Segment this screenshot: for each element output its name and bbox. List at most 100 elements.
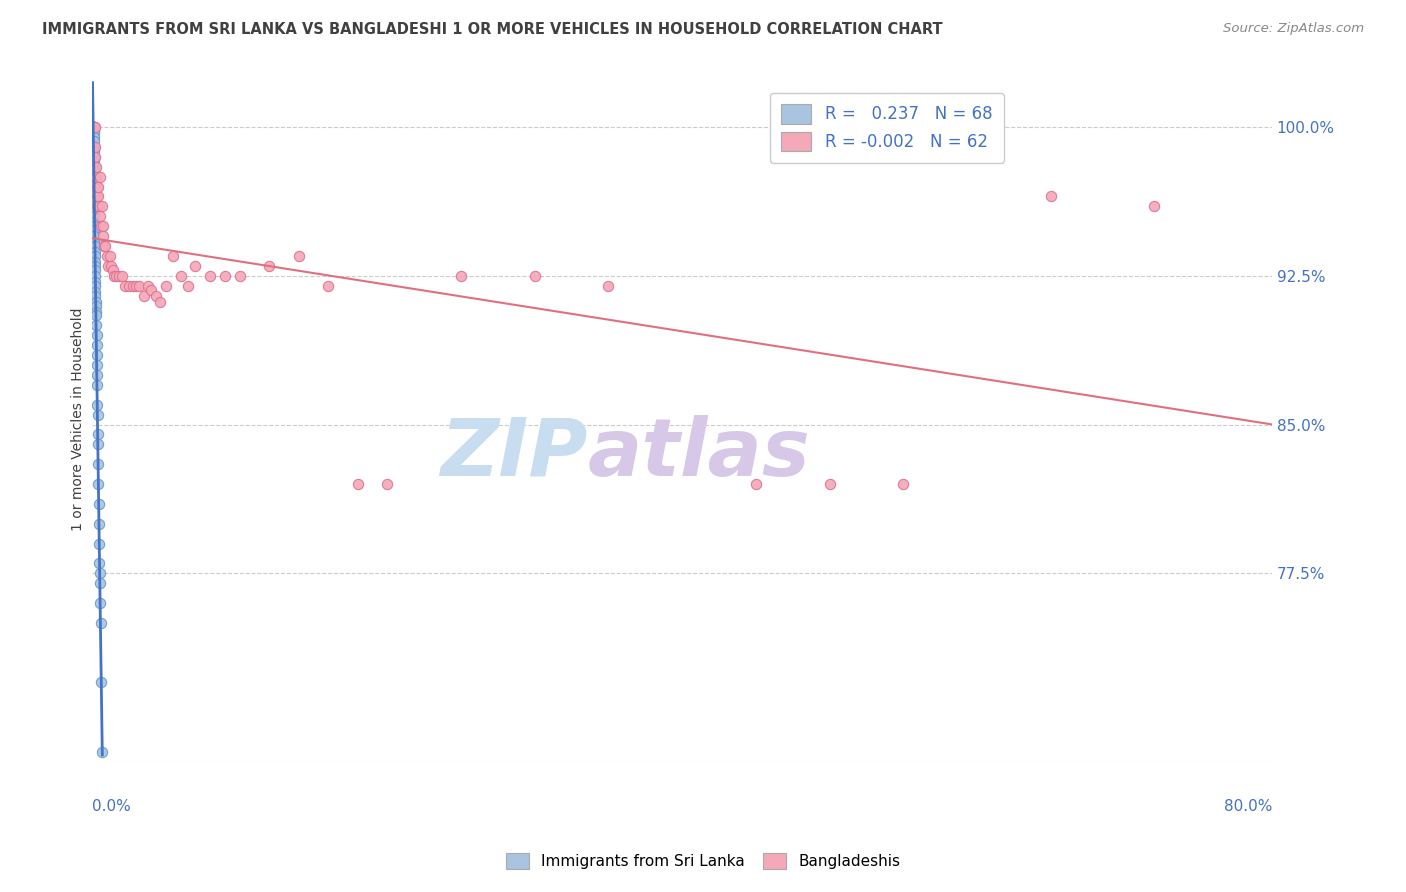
Point [86, 378, 108, 392]
Point [83, 120, 105, 134]
Point [84, 294, 107, 309]
Point [97, 259, 120, 273]
Point [84, 255, 107, 269]
Point [83, 150, 105, 164]
Point [145, 288, 167, 302]
Point [84, 263, 107, 277]
Point [87, 516, 110, 531]
Point [83, 215, 105, 229]
Point [84, 285, 107, 299]
Point [198, 268, 221, 283]
Point [87, 457, 110, 471]
Point [86, 318, 108, 333]
Point [93, 239, 115, 253]
Point [141, 283, 163, 297]
Point [90, 615, 112, 630]
Point [375, 477, 398, 491]
Point [86, 348, 108, 362]
Point [83, 195, 105, 210]
Point [149, 294, 172, 309]
Point [214, 268, 236, 283]
Point [87, 179, 110, 194]
Point [891, 477, 914, 491]
Point [83, 229, 105, 244]
Point [86, 189, 108, 203]
Point [162, 249, 184, 263]
Point [101, 263, 124, 277]
Point [83, 235, 105, 249]
Point [84, 299, 107, 313]
Point [87, 497, 110, 511]
Point [118, 278, 141, 293]
Point [98, 249, 121, 263]
Point [86, 179, 108, 194]
Point [257, 259, 280, 273]
Point [86, 338, 108, 352]
Point [450, 268, 472, 283]
Point [83, 209, 105, 223]
Point [86, 368, 108, 382]
Y-axis label: 1 or more Vehicles in Household: 1 or more Vehicles in Household [72, 308, 86, 532]
Point [83, 120, 105, 134]
Text: ZIP: ZIP [440, 415, 588, 492]
Point [84, 140, 107, 154]
Text: 80.0%: 80.0% [1223, 799, 1272, 814]
Point [745, 477, 768, 491]
Point [83, 223, 105, 237]
Point [83, 169, 105, 184]
Point [83, 120, 105, 134]
Text: Source: ZipAtlas.com: Source: ZipAtlas.com [1223, 22, 1364, 36]
Point [184, 259, 207, 273]
Point [83, 160, 105, 174]
Point [84, 304, 107, 318]
Point [94, 239, 117, 253]
Point [83, 249, 105, 263]
Point [89, 566, 111, 581]
Text: atlas: atlas [588, 415, 810, 492]
Point [523, 268, 546, 283]
Point [83, 124, 105, 138]
Point [122, 278, 145, 293]
Point [107, 268, 129, 283]
Point [103, 268, 125, 283]
Point [87, 477, 110, 491]
Point [84, 160, 107, 174]
Point [100, 259, 122, 273]
Point [316, 278, 339, 293]
Point [90, 199, 112, 213]
Point [84, 275, 107, 289]
Point [104, 268, 127, 283]
Point [87, 199, 110, 213]
Point [83, 144, 105, 158]
Point [83, 126, 105, 140]
Point [83, 179, 105, 194]
Point [91, 219, 114, 234]
Point [83, 140, 105, 154]
Point [86, 328, 108, 343]
Point [132, 288, 155, 302]
Point [83, 245, 105, 260]
Point [83, 163, 105, 178]
Point [90, 745, 112, 759]
Point [111, 268, 134, 283]
Point [287, 249, 309, 263]
Point [125, 278, 148, 293]
Legend: Immigrants from Sri Lanka, Bangladeshis: Immigrants from Sri Lanka, Bangladeshis [499, 847, 907, 875]
Point [83, 176, 105, 190]
Point [84, 268, 107, 283]
Point [86, 408, 108, 422]
Point [90, 219, 112, 234]
Point [83, 130, 105, 145]
Point [177, 278, 200, 293]
Point [136, 278, 159, 293]
Point [128, 278, 150, 293]
Point [83, 120, 105, 134]
Point [86, 199, 108, 213]
Point [346, 477, 368, 491]
Point [87, 437, 110, 451]
Point [83, 199, 105, 213]
Point [83, 120, 105, 134]
Point [228, 268, 250, 283]
Point [114, 278, 136, 293]
Point [83, 219, 105, 234]
